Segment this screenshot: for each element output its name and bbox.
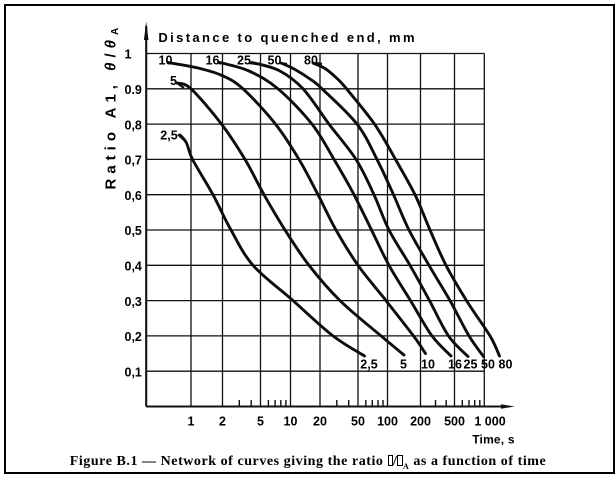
svg-text:2,5: 2,5: [160, 129, 177, 143]
svg-text:0,7: 0,7: [125, 154, 142, 168]
svg-text:10: 10: [159, 54, 173, 68]
svg-text:25: 25: [237, 54, 251, 68]
svg-text:100: 100: [377, 415, 398, 429]
svg-text:1 000: 1 000: [474, 415, 505, 429]
svg-text:0,4: 0,4: [125, 260, 142, 274]
svg-text:80: 80: [499, 358, 513, 372]
svg-text:80: 80: [304, 54, 318, 68]
svg-text:0,6: 0,6: [125, 189, 142, 203]
svg-text:500: 500: [444, 415, 465, 429]
svg-text:1: 1: [188, 415, 195, 429]
svg-text:10: 10: [421, 358, 435, 372]
svg-text:16: 16: [448, 358, 462, 372]
svg-text:Ratio A1, θ/θA: Ratio A1, θ/θA: [103, 23, 122, 190]
svg-text:0,1: 0,1: [125, 365, 142, 379]
svg-text:50: 50: [481, 358, 495, 372]
svg-text:0,3: 0,3: [125, 295, 142, 309]
svg-text:Time, s: Time, s: [472, 433, 515, 447]
svg-text:2: 2: [219, 415, 226, 429]
svg-text:25: 25: [464, 358, 478, 372]
svg-text:0,8: 0,8: [125, 118, 142, 132]
svg-text:16: 16: [206, 54, 220, 68]
svg-text:0.9: 0.9: [125, 83, 142, 97]
svg-text:20: 20: [313, 415, 327, 429]
svg-text:5: 5: [170, 74, 177, 88]
svg-text:200: 200: [410, 415, 431, 429]
svg-text:Distance to quenched end, mm: Distance to quenched end, mm: [158, 30, 417, 45]
svg-text:10: 10: [284, 415, 298, 429]
svg-text:0,5: 0,5: [125, 224, 142, 238]
svg-text:2,5: 2,5: [360, 358, 377, 372]
svg-text:0,2: 0,2: [125, 330, 142, 344]
svg-text:50: 50: [268, 54, 282, 68]
svg-text:1: 1: [125, 48, 132, 62]
svg-text:5: 5: [257, 415, 264, 429]
svg-text:50: 50: [351, 415, 365, 429]
svg-text:5: 5: [400, 358, 407, 372]
